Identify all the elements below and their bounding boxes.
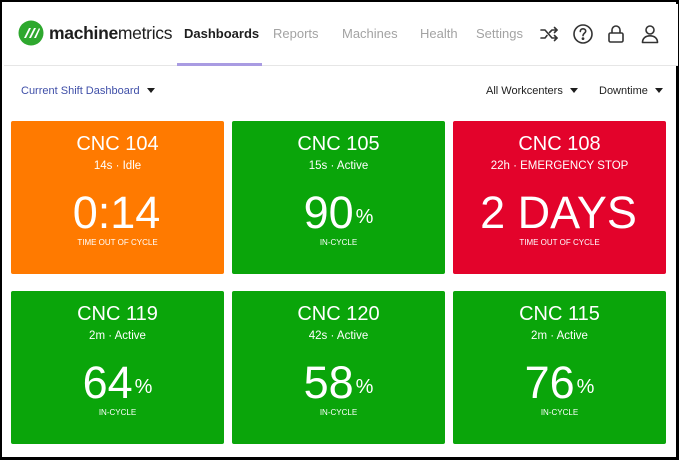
top-nav-bar: machinemetrics Dashboards Reports Machin… — [4, 4, 678, 66]
machine-name: CNC 104 — [76, 133, 159, 155]
workcenter-dropdown[interactable]: All Workcenters — [486, 85, 578, 97]
chevron-down-icon — [654, 87, 663, 93]
machine-tile-cnc-115[interactable]: CNC 115 2m · Active 76% IN-CYCLE — [453, 291, 666, 444]
machine-tile-cnc-120[interactable]: CNC 120 42s · Active 58% IN-CYCLE — [232, 291, 445, 444]
lock-icon[interactable] — [605, 23, 627, 45]
machine-metric-value: 76% — [524, 357, 595, 408]
help-icon[interactable] — [572, 23, 594, 45]
nav-reports[interactable]: Reports — [273, 26, 319, 41]
metric-dropdown[interactable]: Downtime — [599, 85, 663, 97]
machine-metric-value: 90% — [303, 187, 374, 238]
machine-metric-value: 2 DAYS — [480, 187, 637, 238]
metric-caption: TIME OUT OF CYCLE — [519, 238, 600, 247]
metric-caption: IN-CYCLE — [319, 408, 358, 417]
metric-caption: TIME OUT OF CYCLE — [77, 238, 158, 247]
nav-machines[interactable]: Machines — [342, 26, 398, 41]
machine-status: 22h · EMERGENCY STOP — [490, 160, 629, 172]
dashboard-select[interactable]: Current Shift Dashboard — [21, 85, 155, 97]
machine-name: CNC 120 — [297, 303, 380, 325]
nav-settings[interactable]: Settings — [476, 26, 523, 41]
machine-name: CNC 119 — [77, 303, 158, 325]
logo-icon — [18, 20, 44, 46]
machine-tile-cnc-119[interactable]: CNC 119 2m · Active 64% IN-CYCLE — [11, 291, 224, 444]
machine-metric-value: 64% — [82, 357, 153, 408]
machine-tile-cnc-104[interactable]: CNC 104 14s · Idle 0:14 TIME OUT OF CYCL… — [11, 121, 224, 274]
active-nav-indicator — [177, 63, 262, 66]
machine-status: 2m · Active — [531, 330, 588, 342]
metric-caption: IN-CYCLE — [540, 408, 579, 417]
metric-caption: IN-CYCLE — [98, 408, 137, 417]
metric-dropdown-label: Downtime — [599, 85, 648, 97]
machine-name: CNC 115 — [519, 303, 600, 325]
nav-health[interactable]: Health — [420, 26, 458, 41]
machine-status: 14s · Idle — [93, 160, 142, 172]
user-icon[interactable] — [639, 23, 661, 45]
metric-caption: IN-CYCLE — [319, 238, 358, 247]
shuffle-icon[interactable] — [538, 23, 560, 45]
machine-metric-value: 0:14 — [72, 187, 161, 238]
dashboard-select-label: Current Shift Dashboard — [21, 85, 140, 97]
logo-wordmark: machinemetrics — [49, 22, 173, 43]
workcenter-dropdown-label: All Workcenters — [486, 85, 563, 97]
machine-name: CNC 105 — [297, 133, 380, 155]
nav-dashboards[interactable]: Dashboards — [184, 26, 260, 41]
machine-name: CNC 108 — [518, 133, 601, 155]
logo[interactable]: machinemetrics — [18, 20, 173, 46]
machine-status: 42s · Active — [308, 330, 369, 342]
machine-metric-value: 58% — [303, 357, 374, 408]
chevron-down-icon — [569, 87, 578, 93]
machine-tile-cnc-108[interactable]: CNC 108 22h · EMERGENCY STOP 2 DAYS TIME… — [453, 121, 666, 274]
machine-status: 2m · Active — [89, 330, 146, 342]
chevron-down-icon — [146, 87, 155, 93]
machine-tile-cnc-105[interactable]: CNC 105 15s · Active 90% IN-CYCLE — [232, 121, 445, 274]
machine-status: 15s · Active — [308, 160, 369, 172]
